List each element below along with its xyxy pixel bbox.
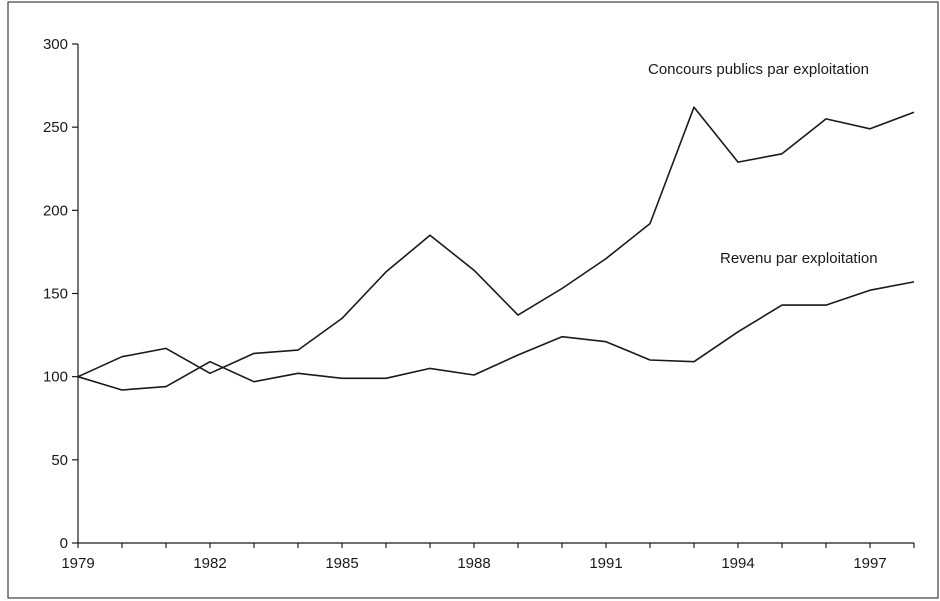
axes (72, 43, 915, 548)
y-tick-label: 50 (51, 452, 68, 469)
y-tick-label: 150 (43, 286, 68, 303)
series-line-concours (77, 281, 915, 391)
series-line-revenu (77, 106, 915, 378)
y-tick-label: 250 (43, 119, 68, 136)
y-tick-label: 300 (43, 36, 68, 53)
x-tick-label: 1997 (853, 555, 886, 572)
x-tick-label: 1994 (721, 555, 754, 572)
x-tick-label: 1982 (193, 555, 226, 572)
series-lines (77, 106, 915, 391)
y-tick-label: 0 (60, 535, 68, 552)
x-tick-label: 1991 (589, 555, 622, 572)
series-label-concours: Concours publics par exploitation (648, 61, 869, 78)
x-tick-label: 1979 (61, 555, 94, 572)
y-tick-label: 100 (43, 369, 68, 386)
plot-border (7, 1, 939, 599)
y-tick-label: 200 (43, 202, 68, 219)
series-label-revenu: Revenu par exploitation (720, 250, 878, 267)
x-tick-labels: 1979 1982 1985 1988 1991 1994 1997 (61, 555, 886, 572)
x-tick-label: 1985 (325, 555, 358, 572)
x-tick-label: 1988 (457, 555, 490, 572)
y-tick-labels: 0 50 100 150 200 250 300 (43, 36, 68, 552)
